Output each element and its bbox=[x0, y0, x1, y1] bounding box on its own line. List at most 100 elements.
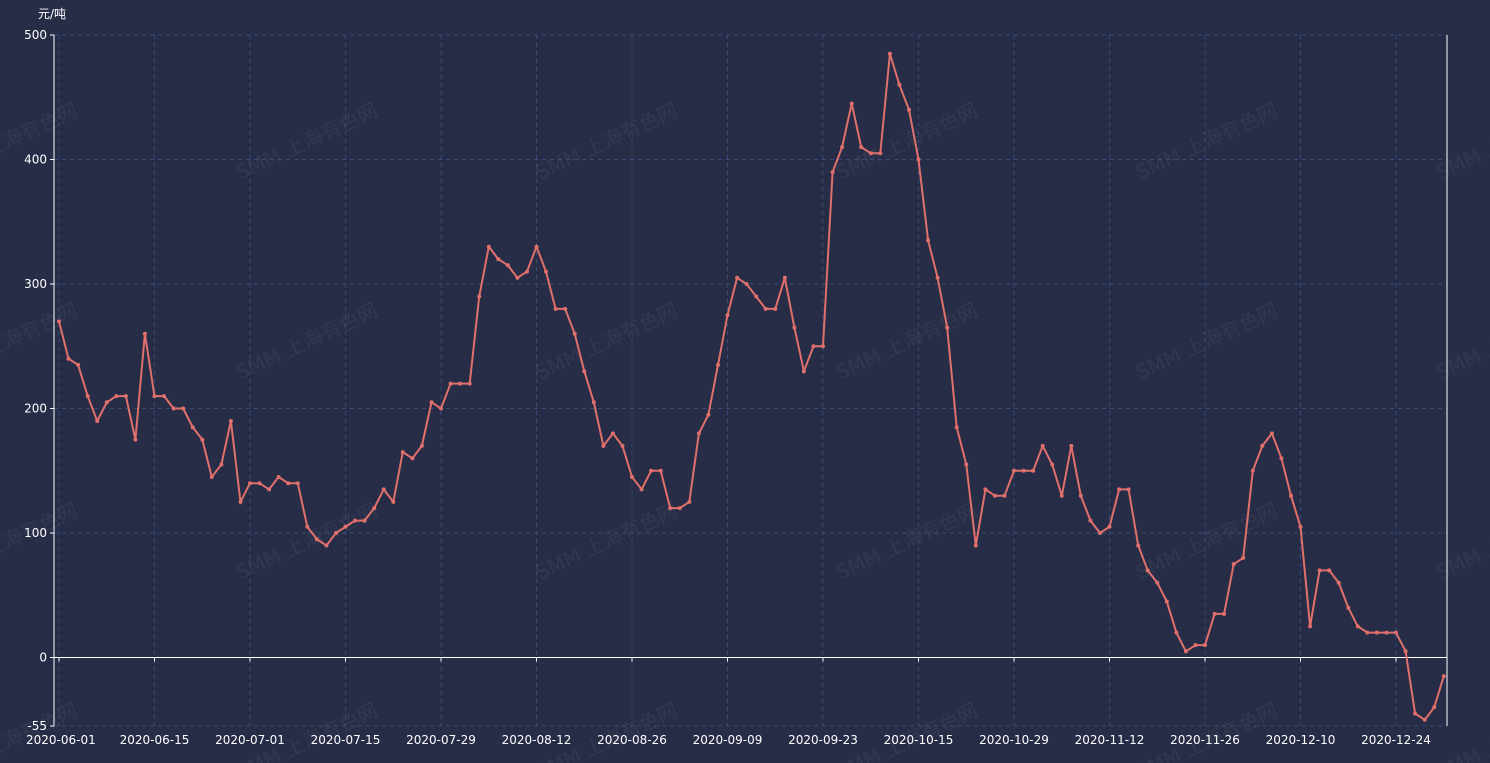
data-point bbox=[639, 487, 644, 492]
data-point bbox=[649, 468, 654, 473]
x-tick-label: 2020-07-15 bbox=[311, 733, 381, 747]
watermark-text: SMM 上海有色网 bbox=[1132, 298, 1281, 385]
watermark-text: SMM 上海有色网 bbox=[0, 98, 81, 185]
y-tick-label: 0 bbox=[39, 651, 47, 665]
watermark-text: SMM 上海有色网 bbox=[232, 498, 381, 585]
data-point bbox=[276, 475, 281, 479]
data-point bbox=[811, 344, 816, 349]
data-point bbox=[1346, 605, 1351, 610]
data-point bbox=[754, 294, 759, 299]
data-point bbox=[295, 481, 300, 486]
data-point bbox=[1212, 611, 1217, 616]
data-point bbox=[410, 456, 415, 461]
data-point bbox=[1174, 630, 1179, 635]
data-point bbox=[1107, 524, 1112, 529]
data-point bbox=[1355, 624, 1360, 629]
data-point bbox=[553, 306, 558, 311]
data-point bbox=[505, 263, 510, 268]
data-point bbox=[706, 412, 711, 417]
watermark-text: SMM 上海有色网 bbox=[832, 698, 981, 763]
data-point bbox=[429, 400, 434, 405]
data-point bbox=[267, 487, 272, 492]
data-point bbox=[935, 275, 940, 280]
axes bbox=[50, 34, 1448, 727]
data-point bbox=[591, 400, 596, 405]
x-tick-label: 2020-06-15 bbox=[120, 733, 190, 747]
data-point bbox=[1117, 487, 1122, 492]
data-point bbox=[687, 499, 692, 504]
data-point bbox=[954, 425, 959, 430]
data-point bbox=[1336, 580, 1341, 585]
data-point bbox=[305, 524, 310, 529]
data-point bbox=[716, 362, 720, 367]
data-point bbox=[1289, 493, 1293, 498]
data-point bbox=[735, 275, 740, 280]
data-point bbox=[610, 431, 615, 436]
data-point bbox=[162, 394, 167, 399]
data-point bbox=[534, 244, 539, 249]
watermark-text: SMM 上海有色网 bbox=[1432, 698, 1490, 763]
x-tick-label: 2020-11-12 bbox=[1075, 733, 1145, 747]
data-point bbox=[1231, 562, 1236, 567]
grid-lines bbox=[54, 34, 1447, 727]
y-tick-labels: -55 0 100 200 300 400 500 bbox=[24, 28, 47, 733]
data-point bbox=[467, 381, 472, 386]
data-point bbox=[152, 394, 157, 399]
watermark-text: SMM 上海有色网 bbox=[0, 298, 81, 385]
data-point bbox=[171, 406, 176, 411]
data-point bbox=[343, 524, 348, 529]
data-point bbox=[1241, 555, 1246, 560]
data-point bbox=[563, 306, 568, 311]
data-point bbox=[1155, 580, 1160, 585]
watermark-text: SMM 上海有色网 bbox=[832, 298, 981, 385]
x-tick-label: 2020-07-01 bbox=[215, 733, 285, 747]
data-point bbox=[248, 481, 252, 486]
watermark-text: SMM 上海有色网 bbox=[1132, 98, 1281, 185]
data-point bbox=[572, 331, 577, 336]
data-point bbox=[849, 101, 854, 106]
data-point bbox=[1250, 468, 1255, 473]
data-point bbox=[1069, 443, 1074, 448]
data-point bbox=[439, 406, 443, 411]
data-point bbox=[601, 443, 606, 448]
data-point bbox=[973, 543, 978, 548]
data-point bbox=[907, 107, 911, 112]
data-point bbox=[391, 499, 396, 504]
data-point bbox=[1365, 630, 1370, 635]
watermark-text: SMM 上海有色网 bbox=[1132, 498, 1281, 585]
data-point bbox=[840, 145, 845, 150]
data-point bbox=[1040, 443, 1045, 448]
watermark-text: SMM 上海有色网 bbox=[232, 698, 381, 763]
data-point bbox=[582, 369, 587, 374]
data-point bbox=[792, 325, 797, 330]
data-point bbox=[334, 531, 338, 535]
data-point bbox=[782, 275, 787, 280]
data-point bbox=[1317, 568, 1322, 573]
x-tick-labels: 2020-06-01 2020-06-15 2020-07-01 2020-07-15… bbox=[26, 733, 1431, 747]
data-point bbox=[696, 431, 701, 436]
data-point bbox=[630, 475, 634, 479]
watermark-text: SMM 上海有色网 bbox=[1132, 698, 1281, 763]
data-point bbox=[1145, 568, 1150, 573]
y-tick-label: 500 bbox=[24, 28, 47, 42]
x-tick-label: 2020-12-24 bbox=[1361, 733, 1431, 747]
data-point bbox=[1308, 624, 1313, 629]
data-point bbox=[744, 282, 749, 286]
data-point bbox=[76, 362, 81, 367]
data-point bbox=[190, 425, 195, 430]
data-point bbox=[257, 481, 262, 486]
data-point bbox=[668, 506, 673, 511]
data-point bbox=[1384, 630, 1389, 635]
data-point bbox=[677, 506, 682, 511]
watermark-text: SMM 上海有色网 bbox=[1432, 298, 1490, 385]
data-point bbox=[1327, 568, 1332, 573]
data-point bbox=[458, 381, 463, 386]
series-points bbox=[57, 51, 1446, 722]
data-point bbox=[1050, 462, 1055, 467]
data-point bbox=[1413, 711, 1418, 716]
data-point bbox=[1269, 431, 1274, 436]
data-point bbox=[1002, 493, 1007, 498]
data-point bbox=[1374, 630, 1379, 635]
